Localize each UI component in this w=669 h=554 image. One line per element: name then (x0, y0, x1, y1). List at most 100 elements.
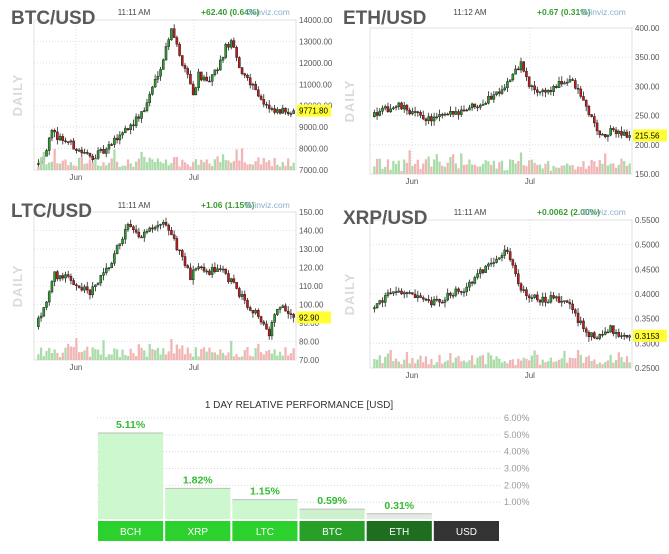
volume-bar (375, 158, 379, 174)
candle (438, 109, 441, 122)
candle-body (200, 266, 203, 269)
candle (541, 292, 545, 307)
volume-bar (451, 154, 455, 174)
candle (164, 217, 168, 227)
candle (625, 129, 629, 139)
last-price-tag (297, 104, 331, 117)
candle (587, 330, 591, 342)
candle (584, 326, 588, 337)
candle-body (612, 128, 615, 131)
y-tick-label: 3.00% (504, 464, 530, 474)
volume-bar (178, 348, 181, 360)
candle (286, 306, 290, 319)
candle (568, 75, 572, 83)
candle-body (175, 238, 179, 251)
volume-bar (555, 167, 558, 174)
candle (449, 291, 452, 299)
candle (470, 280, 474, 287)
candle-body (75, 284, 78, 287)
candle (178, 42, 181, 57)
volume-bar (435, 362, 438, 368)
volume-bar (587, 165, 591, 174)
candle-body (45, 301, 48, 308)
volume-bar (451, 362, 455, 368)
candle (593, 113, 596, 128)
volume-bar (64, 159, 67, 170)
candle-body (243, 73, 247, 76)
candle (571, 77, 574, 81)
candle-body (481, 104, 485, 106)
candle (601, 132, 604, 136)
volume-bar (544, 163, 547, 174)
volume-bar (617, 164, 620, 174)
volume-bar (56, 163, 59, 170)
candle-body (224, 268, 228, 274)
candle-body (519, 61, 523, 71)
candle (96, 282, 100, 286)
candle-body (102, 149, 105, 154)
candle-body (267, 328, 271, 337)
candle (134, 113, 138, 128)
candle (164, 42, 168, 61)
category-label: BTC (322, 527, 342, 538)
volume-bar (232, 356, 236, 360)
volume-bar (213, 352, 217, 360)
candle (394, 105, 398, 111)
candle-body (235, 47, 238, 58)
candle-body (446, 113, 449, 116)
time-label: 11:11 AM (454, 208, 487, 217)
volume-bar (208, 347, 211, 360)
candle-body (286, 111, 290, 115)
candle (541, 88, 545, 97)
candle-body (254, 83, 257, 91)
volume-bar (454, 357, 457, 368)
volume-bar (227, 352, 230, 360)
candle (186, 66, 190, 79)
volume-bar (58, 163, 62, 170)
category-label: LTC (256, 527, 274, 538)
volume-bar (189, 166, 192, 170)
candle-body (459, 291, 463, 293)
candle (435, 112, 439, 120)
candle (614, 329, 618, 339)
candle (481, 269, 485, 275)
volume-bar (202, 347, 206, 360)
candle-body (156, 75, 160, 80)
candle-body (110, 262, 113, 269)
candle-body (121, 132, 124, 136)
candle (273, 313, 276, 327)
candle (620, 332, 623, 340)
candle-body (489, 95, 493, 100)
candle-body (39, 315, 43, 319)
candle (257, 86, 260, 98)
candle (525, 286, 528, 300)
candle-body (383, 295, 387, 303)
y-tick-label: 80.00 (299, 338, 320, 347)
candle-body (58, 136, 62, 141)
volume-bar (585, 168, 588, 174)
candle (424, 117, 428, 126)
last-price-label: 0.3153 (635, 332, 660, 341)
candle (129, 123, 132, 135)
candle (612, 126, 615, 132)
volume-bar (441, 363, 444, 368)
candle (519, 282, 523, 293)
candle-body (498, 257, 501, 260)
category-label: BCH (120, 527, 141, 538)
volume-bar (129, 348, 132, 360)
candle-body (104, 148, 108, 154)
y-tick-label: 250.00 (635, 112, 660, 121)
candle-body (413, 111, 417, 113)
candle-body (487, 263, 490, 267)
volume-bar (96, 349, 100, 360)
candle-body (140, 236, 143, 239)
x-tick-label: Jun (69, 363, 82, 372)
volume-bar (381, 363, 384, 368)
x-tick-label: Jun (405, 371, 418, 380)
candle-body (465, 109, 468, 112)
candle-body (587, 106, 591, 115)
candle-body (37, 317, 40, 327)
candle (83, 284, 86, 293)
candle-body (416, 295, 420, 298)
candle-body (134, 116, 138, 127)
